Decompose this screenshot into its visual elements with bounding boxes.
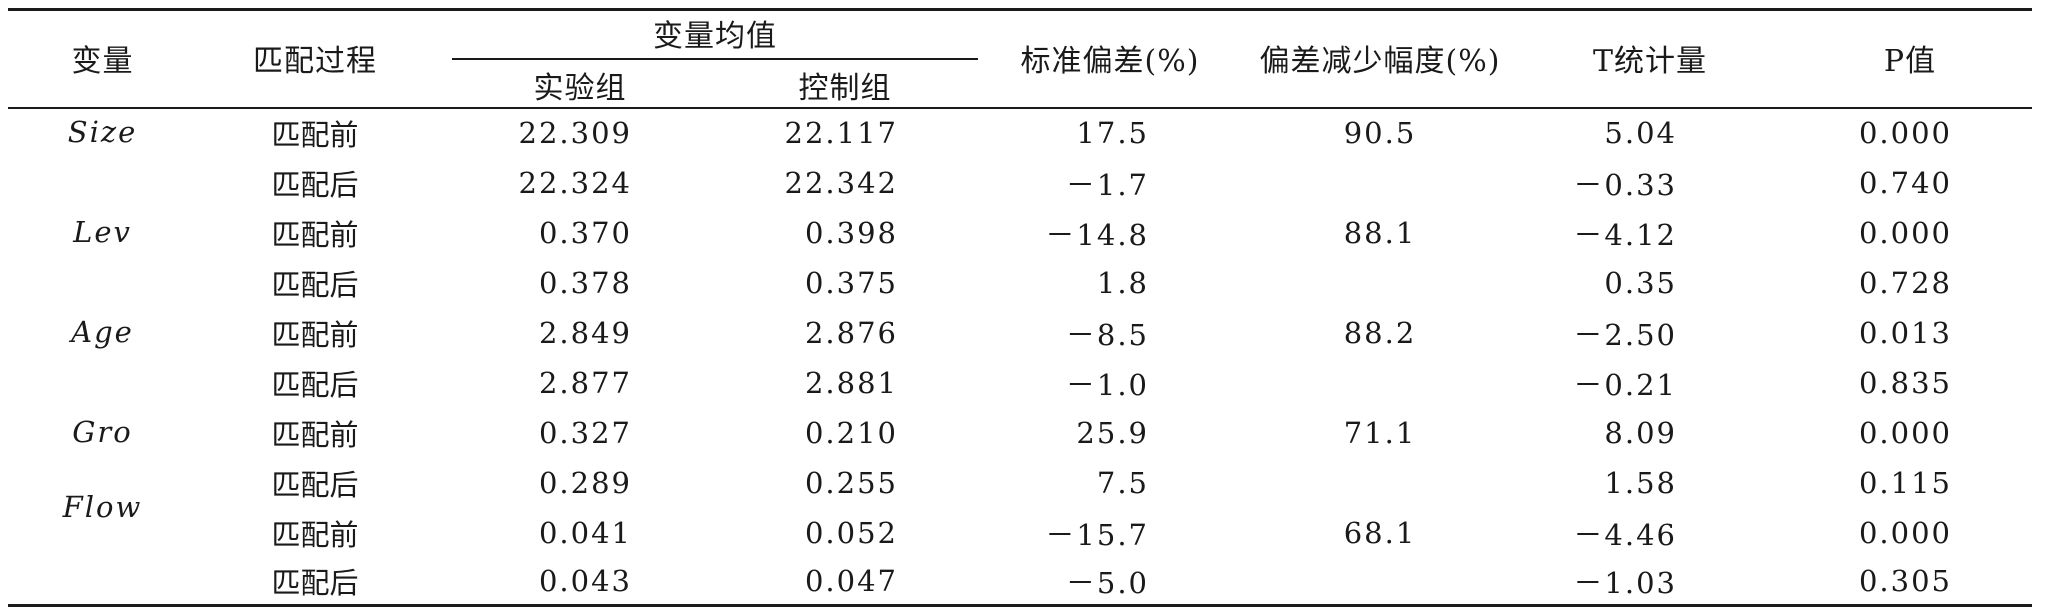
t-stat-cell: －0.21 bbox=[1573, 368, 1677, 402]
treatment-cell: 0.370 bbox=[538, 216, 632, 250]
p-value-cell: 0.000 bbox=[1858, 516, 1952, 550]
treatment-cell: 0.043 bbox=[538, 564, 632, 598]
table-row: 匹配后 0.043 0.047 －5.0 －1.03 0.305 bbox=[0, 556, 2048, 606]
bias-reduction-cell: 88.2 bbox=[1343, 316, 1417, 350]
table-row: 匹配前 0.327 0.210 25.9 71.1 8.09 0.000 bbox=[0, 408, 2048, 458]
std-bias-cell: －5.0 bbox=[1065, 566, 1149, 600]
std-bias-cell: 17.5 bbox=[1076, 116, 1149, 150]
table-row: 匹配前 0.370 0.398 －14.8 88.1 －4.12 0.000 bbox=[0, 208, 2048, 258]
bias-reduction-cell bbox=[1310, 158, 1450, 208]
bias-reduction-cell bbox=[1310, 458, 1450, 508]
control-cell: 0.255 bbox=[804, 466, 898, 500]
control-cell: 22.117 bbox=[784, 116, 898, 150]
process-cell: 匹配前 bbox=[271, 418, 359, 452]
bias-reduction-cell: 71.1 bbox=[1343, 416, 1417, 450]
table-row: 匹配前 2.849 2.876 －8.5 88.2 －2.50 0.013 bbox=[0, 308, 2048, 358]
table-row: 匹配后 0.289 0.255 7.5 1.58 0.115 bbox=[0, 458, 2048, 508]
treatment-cell: 0.327 bbox=[538, 416, 632, 450]
t-stat-cell: －2.50 bbox=[1573, 318, 1677, 352]
p-value-cell: 0.013 bbox=[1858, 316, 1952, 350]
control-cell: 0.375 bbox=[804, 266, 898, 300]
control-cell: 0.210 bbox=[804, 416, 898, 450]
header-t-stat: T统计量 bbox=[1592, 44, 1707, 79]
treatment-cell: 22.324 bbox=[518, 166, 632, 200]
header-mean-group: 变量均值 bbox=[653, 19, 777, 54]
treatment-cell: 2.877 bbox=[538, 366, 632, 400]
std-bias-cell: 7.5 bbox=[1096, 466, 1149, 500]
t-stat-cell: 8.09 bbox=[1604, 416, 1677, 450]
variable-label: Age bbox=[71, 315, 134, 349]
std-bias-cell: 1.8 bbox=[1096, 266, 1149, 300]
control-cell: 0.047 bbox=[804, 564, 898, 598]
p-value-cell: 0.000 bbox=[1858, 216, 1952, 250]
t-stat-cell: －4.12 bbox=[1573, 218, 1677, 252]
process-cell: 匹配后 bbox=[271, 368, 359, 402]
control-cell: 0.398 bbox=[804, 216, 898, 250]
p-value-cell: 0.728 bbox=[1858, 266, 1952, 300]
control-cell: 0.052 bbox=[804, 516, 898, 550]
treatment-cell: 0.378 bbox=[538, 266, 632, 300]
header-std-bias: 标准偏差(%) bbox=[1020, 44, 1200, 79]
treatment-cell: 0.041 bbox=[538, 516, 632, 550]
p-value-cell: 0.000 bbox=[1858, 116, 1952, 150]
table-row: 匹配后 0.378 0.375 1.8 0.35 0.728 bbox=[0, 258, 2048, 308]
std-bias-cell: 25.9 bbox=[1076, 416, 1149, 450]
p-value-cell: 0.305 bbox=[1858, 564, 1952, 598]
bias-reduction-cell bbox=[1310, 556, 1450, 606]
process-cell: 匹配前 bbox=[271, 318, 359, 352]
std-bias-cell: －14.8 bbox=[1045, 218, 1149, 252]
variable-label: Lev bbox=[73, 215, 132, 249]
bias-reduction-cell bbox=[1310, 358, 1450, 408]
bias-reduction-cell bbox=[1310, 258, 1450, 308]
std-bias-cell: －1.0 bbox=[1065, 368, 1149, 402]
std-bias-cell: －1.7 bbox=[1065, 168, 1149, 202]
treatment-cell: 0.289 bbox=[538, 466, 632, 500]
control-cell: 2.881 bbox=[804, 366, 898, 400]
header-bias-reduction: 偏差减少幅度(%) bbox=[1259, 44, 1501, 79]
top-rule bbox=[8, 8, 2032, 11]
process-cell: 匹配后 bbox=[271, 268, 359, 302]
process-cell: 匹配前 bbox=[271, 218, 359, 252]
header-process: 匹配过程 bbox=[253, 44, 377, 79]
p-value-cell: 0.000 bbox=[1858, 416, 1952, 450]
treatment-cell: 22.309 bbox=[518, 116, 632, 150]
table-row: 匹配前 0.041 0.052 －15.7 68.1 －4.46 0.000 bbox=[0, 508, 2048, 558]
process-cell: 匹配后 bbox=[271, 168, 359, 202]
bias-reduction-cell: 68.1 bbox=[1343, 516, 1417, 550]
process-cell: 匹配后 bbox=[271, 468, 359, 502]
bottom-rule bbox=[8, 604, 2032, 607]
process-cell: 匹配后 bbox=[271, 566, 359, 600]
variable-label: Gro bbox=[72, 415, 133, 449]
control-cell: 22.342 bbox=[784, 166, 898, 200]
process-cell: 匹配前 bbox=[271, 118, 359, 152]
control-cell: 2.876 bbox=[804, 316, 898, 350]
bias-reduction-cell: 88.1 bbox=[1343, 216, 1417, 250]
header-p-value: P值 bbox=[1883, 44, 1937, 79]
header-bottom-rule bbox=[8, 107, 2032, 109]
table-row: 匹配后 22.324 22.342 －1.7 －0.33 0.740 bbox=[0, 158, 2048, 208]
t-stat-cell: －0.33 bbox=[1573, 168, 1677, 202]
header-variable: 变量 bbox=[71, 44, 134, 79]
p-value-cell: 0.115 bbox=[1858, 466, 1952, 500]
header-treatment: 实验组 bbox=[533, 71, 627, 106]
mean-group-rule bbox=[452, 58, 978, 60]
t-stat-cell: －4.46 bbox=[1573, 518, 1677, 552]
table-row: 匹配后 2.877 2.881 －1.0 －0.21 0.835 bbox=[0, 358, 2048, 408]
header-control: 控制组 bbox=[798, 71, 892, 106]
t-stat-cell: －1.03 bbox=[1573, 566, 1677, 600]
process-cell: 匹配前 bbox=[271, 518, 359, 552]
variable-label: Flow bbox=[62, 490, 143, 524]
std-bias-cell: －15.7 bbox=[1045, 518, 1149, 552]
std-bias-cell: －8.5 bbox=[1065, 318, 1149, 352]
variable-label: Size bbox=[67, 115, 138, 149]
bias-reduction-cell: 90.5 bbox=[1343, 116, 1417, 150]
p-value-cell: 0.740 bbox=[1858, 166, 1952, 200]
t-stat-cell: 5.04 bbox=[1604, 116, 1677, 150]
table-row: 匹配前 22.309 22.117 17.5 90.5 5.04 0.000 bbox=[0, 108, 2048, 158]
treatment-cell: 2.849 bbox=[538, 316, 632, 350]
t-stat-cell: 1.58 bbox=[1604, 466, 1677, 500]
t-stat-cell: 0.35 bbox=[1604, 266, 1677, 300]
p-value-cell: 0.835 bbox=[1858, 366, 1952, 400]
